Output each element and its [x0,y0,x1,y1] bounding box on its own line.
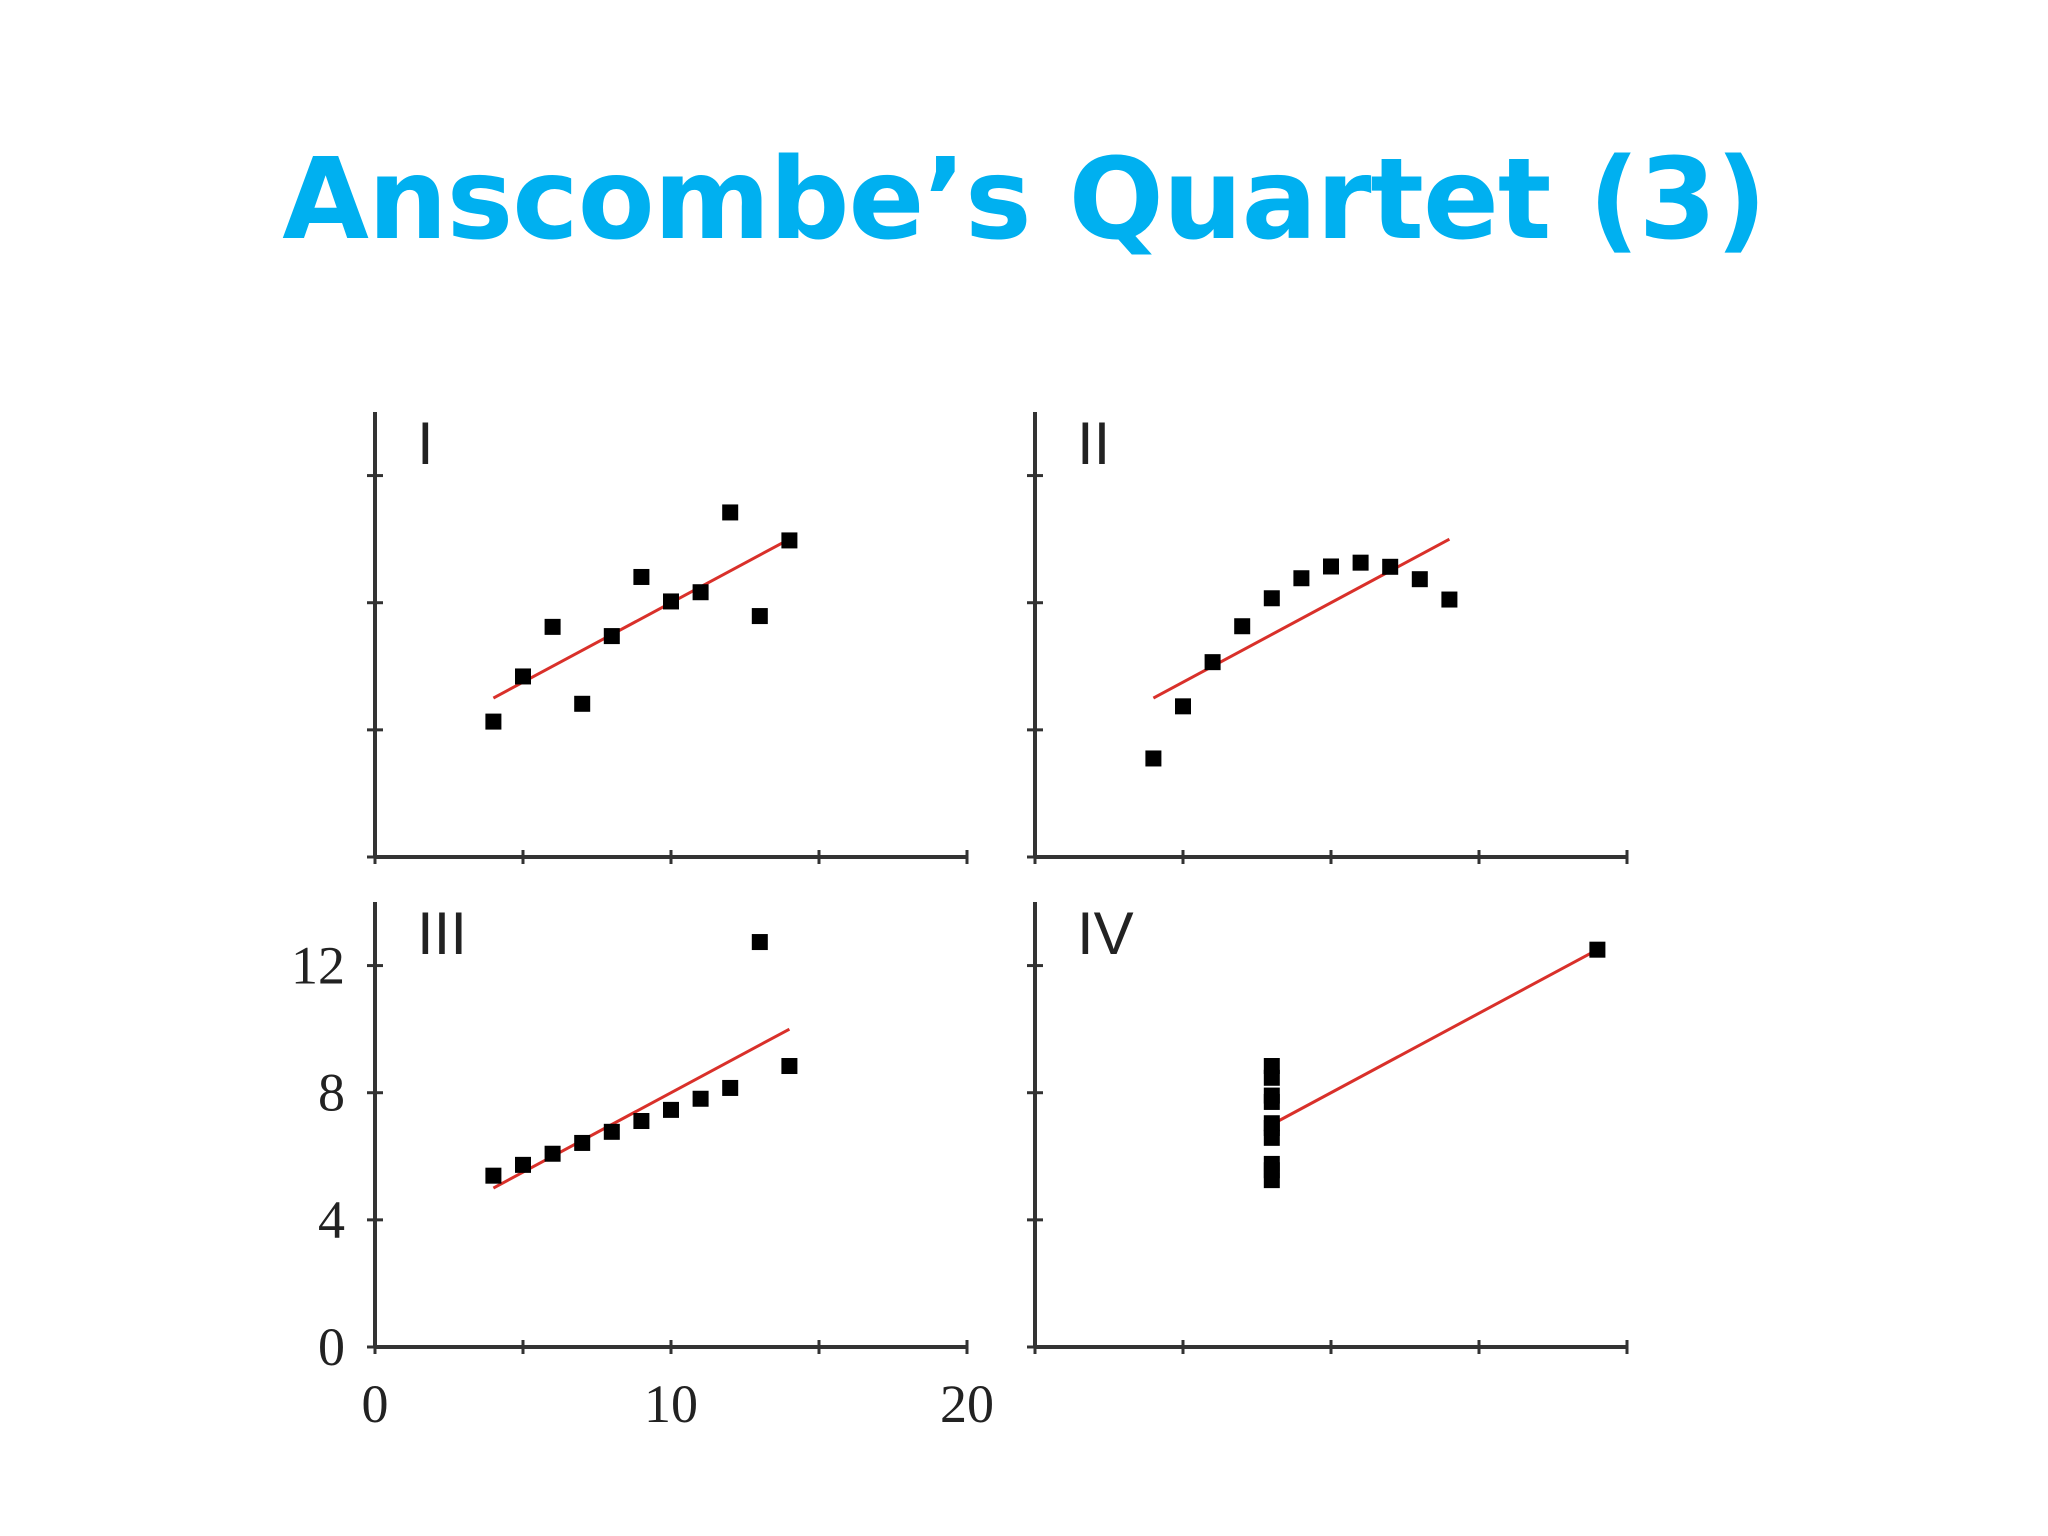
panel-3-data-point [692,1090,709,1107]
panel-3-data-point [603,1123,620,1140]
panel-3-data-point [751,934,768,951]
panel-4-label: IV [1077,900,1134,967]
panel-3-data-point [574,1134,591,1151]
panel-2-fit-line [1152,537,1451,700]
slide-title: Anscombe’s Quartet (3) [282,135,1767,265]
panel-1-fit-line [492,537,791,700]
panel-4-data-point [1263,1162,1280,1179]
panel-1-label: I [417,410,434,477]
panel-1-data-point [663,593,679,610]
panel-3-data-point [544,1145,561,1162]
panel-3-x-tick-label: 0 [362,1374,389,1434]
panel-2-data-point [1352,554,1369,571]
panel-3-data-point [633,1113,650,1130]
panel-3-data-point [663,1101,679,1118]
panel-1-data-point [751,608,768,625]
panel-2-data-point [1382,558,1399,575]
panel-3-y-tick-label: 4 [318,1190,345,1250]
panel-1-data-point [633,568,650,585]
panel-4-data-point [1263,1119,1280,1136]
panel-2-data-point [1234,618,1251,635]
panel-3-data-point [722,1079,739,1096]
panel-4-data-point [1589,941,1606,958]
panel-1-data-point [485,713,502,730]
panel-1-data-point [574,695,591,712]
panel-4-data-point [1263,1069,1280,1086]
panel-3-y-tick-label: 0 [318,1317,345,1377]
panel-1-data-point [544,618,561,635]
panel-3-y-tick-label: 8 [318,1063,345,1123]
panel-2-label: II [1077,410,1110,477]
panel-1-data-point [515,668,531,685]
panel-3-data-point [781,1058,798,1075]
panel-2-data-point [1323,558,1339,575]
panel-1-data-point [722,504,739,521]
panel-2-data-point [1175,698,1191,715]
panel-4-fit-line [1271,948,1599,1126]
panel-2-data-point [1441,591,1458,608]
panel-2-data-point [1411,571,1428,588]
panel-1-data-point [781,532,798,549]
panel-2-data-point [1293,570,1310,587]
panel-2-data-point [1204,654,1221,671]
panel-3-x-tick-label: 20 [940,1374,994,1434]
panel-3-y-tick-label: 12 [291,936,345,996]
panel-2-data-point [1263,590,1280,607]
panel-3-x-tick-label: 10 [644,1374,698,1434]
panel-3-fit-line [492,1027,791,1190]
panel-1-data-point [692,584,709,601]
panel-3-label: III [417,900,467,967]
panel-3-data-point [515,1156,531,1173]
panel-1-data-point [603,628,620,645]
panel-2-data-point [1145,750,1162,767]
panel-3-data-point [485,1167,502,1184]
panel-4-data-point [1263,1087,1280,1104]
